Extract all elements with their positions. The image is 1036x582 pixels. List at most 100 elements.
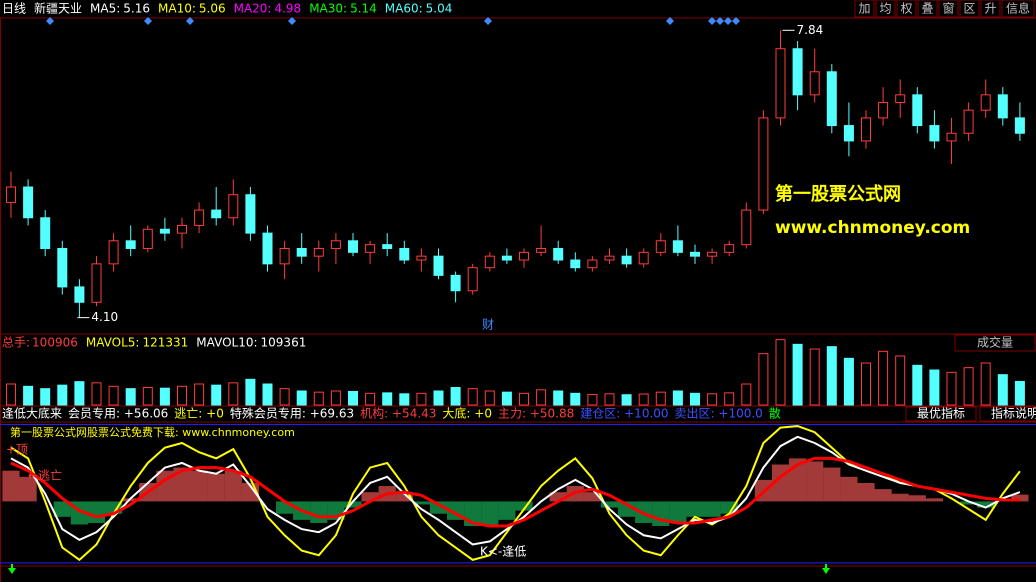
toolbar-button[interactable] [1001, 0, 1035, 18]
toolbar-button[interactable] [875, 0, 896, 18]
fill-bar [224, 470, 242, 502]
volume-bar [775, 339, 786, 406]
fill-bar [53, 501, 71, 517]
fill-bar [549, 492, 567, 502]
candle-body [467, 267, 478, 292]
candle-body [621, 255, 632, 265]
volume-bar [382, 392, 393, 406]
high-label: 7.84 [797, 23, 824, 37]
candle-body [809, 71, 820, 96]
candle-body [655, 240, 666, 253]
volume-bar [604, 393, 615, 406]
candle-body [519, 251, 529, 261]
toolbar-button-label[interactable]: 升 [984, 2, 996, 16]
volume-bar [194, 383, 205, 406]
fill-bar [173, 467, 191, 502]
toolbar-button-label[interactable]: 加 [858, 2, 870, 16]
volume-bar [416, 392, 427, 406]
volume-bar [621, 394, 632, 406]
panel-button[interactable] [979, 406, 1036, 422]
toolbar-button[interactable] [896, 0, 917, 18]
fill-bar [960, 501, 978, 505]
candle-body [484, 255, 495, 269]
candle-body [6, 186, 16, 203]
label: 卖出区: +100.0 [675, 407, 763, 421]
fill-bar [669, 501, 687, 523]
panel-button-label[interactable]: 成交量 [977, 335, 1013, 350]
volume-bar [177, 385, 187, 406]
candle-body [724, 244, 735, 253]
volume-bar [878, 350, 889, 406]
fill-bar [686, 501, 704, 517]
panel-button-label[interactable]: 最优指标 [917, 406, 965, 421]
volume-bar [91, 382, 102, 406]
candle-body [912, 94, 923, 127]
label: MAVOL10: [196, 336, 257, 350]
volume-bar [690, 392, 700, 406]
fill-bar [498, 501, 516, 520]
fill-bar [874, 489, 892, 502]
volume-bar [792, 343, 803, 406]
candle-body [501, 255, 512, 261]
candle-body [108, 240, 119, 265]
volume-bar [228, 382, 239, 406]
label: 主力: +50.88 [498, 407, 574, 421]
toolbar-button-label[interactable]: 叠 [921, 2, 933, 16]
volume-bar [467, 388, 478, 406]
volume-bar [399, 393, 410, 406]
volume-bar [108, 385, 119, 406]
candle-body [313, 247, 324, 257]
volume-bar [74, 381, 85, 406]
toolbar-button-label[interactable]: 区 [963, 2, 975, 16]
toolbar-button[interactable] [917, 0, 938, 18]
candle-body [416, 255, 427, 261]
volume-bar [707, 393, 718, 406]
volume-bar [125, 388, 136, 406]
toolbar-button-label[interactable]: 窗 [942, 2, 954, 16]
toolbar-button-label[interactable]: 均 [879, 2, 891, 16]
volume-bar [40, 388, 51, 406]
candle-body [433, 255, 444, 276]
candle-body [399, 247, 410, 261]
panel-button[interactable] [954, 334, 1036, 352]
volume-bar [433, 390, 444, 406]
candle-body [177, 224, 187, 234]
candle-body [57, 247, 68, 288]
volume-bar [997, 374, 1008, 406]
volume-bar [536, 389, 547, 406]
toolbar-button[interactable] [854, 0, 875, 18]
panel-button[interactable] [905, 406, 977, 422]
fill-bar [823, 467, 841, 502]
volume-bar [330, 390, 341, 406]
label: MAVOL5: [86, 336, 140, 350]
fill-bar [207, 473, 225, 502]
toolbar-button[interactable] [959, 0, 980, 18]
volume-bar [245, 378, 256, 406]
volume-bar [313, 391, 324, 406]
candle-body [296, 247, 307, 257]
fill-bar [908, 495, 926, 502]
candle-body [142, 228, 153, 249]
fill-bar [806, 461, 824, 502]
label: 121331 [142, 336, 188, 350]
label: 散 [769, 406, 781, 421]
toolbar-button-label[interactable]: 权 [900, 2, 912, 16]
volume-bar [655, 391, 666, 406]
candle-body [553, 247, 564, 261]
label: MA5: [90, 2, 120, 16]
candle-body [843, 125, 854, 142]
toolbar-button[interactable] [980, 0, 1001, 18]
candle-body [587, 259, 598, 269]
candle-body [125, 240, 136, 249]
volume-bar [963, 367, 974, 406]
fill-bar [925, 498, 943, 502]
label: MA60: [385, 2, 423, 16]
toolbar-button-label[interactable]: 信息 [1006, 1, 1030, 16]
volume-bar [159, 387, 170, 406]
fill-bar [122, 498, 140, 502]
candle-body [450, 274, 461, 292]
toolbar-button[interactable] [938, 0, 959, 18]
volume-bar [6, 383, 16, 406]
panel-button-label[interactable]: 指标说明 [991, 406, 1036, 421]
